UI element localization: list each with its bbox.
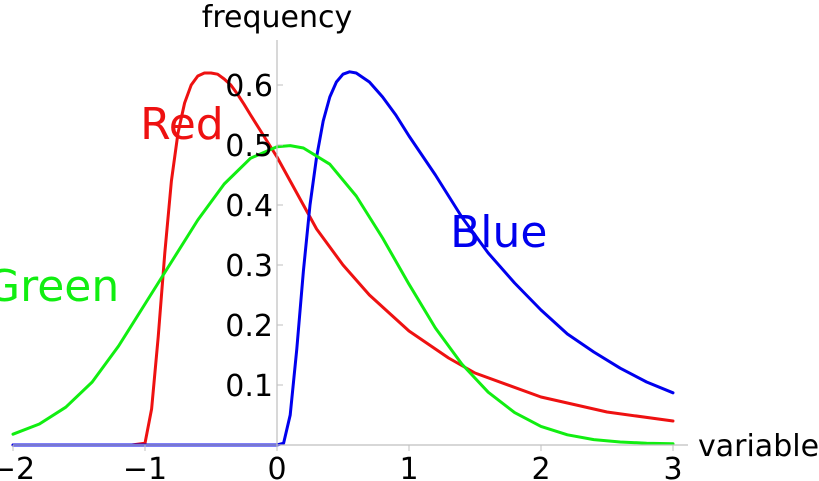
x-ticks: −2 −1 0 1 2 3 — [0, 445, 683, 481]
y-tick-label: 0.6 — [225, 69, 273, 104]
y-tick-label: 0.1 — [225, 369, 273, 404]
x-tick-label: 3 — [663, 452, 682, 481]
series-label-green: Green — [0, 261, 119, 312]
y-ticks: 0.1 0.2 0.3 0.4 0.5 0.6 — [225, 69, 283, 404]
series-label-red: Red — [140, 99, 224, 150]
x-tick-label: −2 — [0, 452, 35, 481]
series-line-red — [11, 71, 675, 447]
y-tick-label: 0.2 — [225, 309, 273, 344]
series-label-blue: Blue — [450, 207, 547, 258]
annotations: Red Blue Green — [0, 99, 547, 312]
y-axis-title: frequency — [202, 0, 352, 35]
y-tick-label: 0.3 — [225, 249, 273, 284]
x-tick-label: 1 — [399, 452, 418, 481]
x-tick-label: −1 — [123, 452, 167, 481]
x-tick-label: 2 — [531, 452, 550, 481]
series-line-blue — [11, 70, 675, 447]
x-tick-label: 0 — [267, 452, 286, 481]
series-group — [11, 70, 675, 447]
y-tick-label: 0.5 — [225, 129, 273, 164]
series-line-green — [11, 144, 675, 446]
y-tick-label: 0.4 — [225, 189, 273, 224]
x-axis-title: variable — [698, 429, 819, 464]
